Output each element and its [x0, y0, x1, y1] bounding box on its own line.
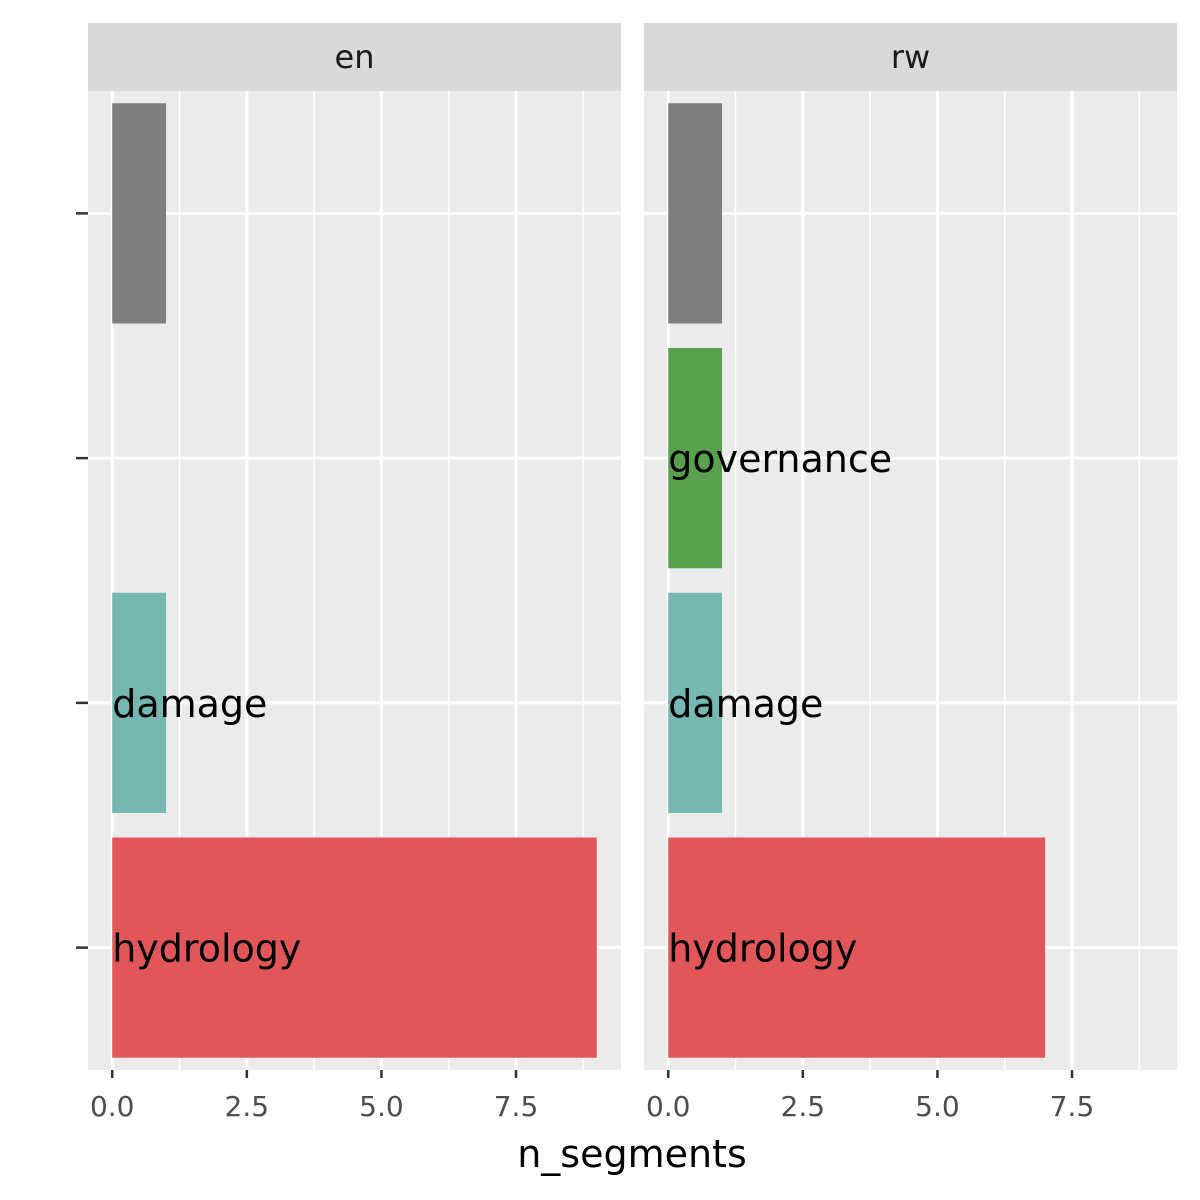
bar-label: damage	[112, 682, 267, 726]
facet-panel-en: en damage hydrology 0.0 2.5 5.0 7.5	[88, 23, 621, 1123]
x-tick-label: 2.5	[781, 1090, 826, 1123]
bar-label: damage	[668, 682, 823, 726]
bar-label: governance	[668, 437, 892, 481]
x-tick-label: 5.0	[359, 1090, 404, 1123]
facet-strip-label: en	[335, 38, 375, 76]
bar-label: hydrology	[668, 927, 857, 971]
bar-unlabeled	[668, 103, 723, 324]
bar-hydrology	[668, 837, 1046, 1058]
bar-label: hydrology	[112, 927, 301, 971]
facet-panels: en damage hydrology 0.0 2.5 5.0 7.5 rw governanc…	[88, 23, 1177, 1123]
facet-panel-rw: rw governance damage hydrology 0.0 2.5 5.0 7.5	[644, 23, 1177, 1123]
x-tick-label: 2.5	[225, 1090, 270, 1123]
facet-strip-label: rw	[891, 38, 930, 76]
bar-damage	[668, 592, 723, 814]
x-tick-label: 0.0	[646, 1090, 691, 1123]
facet-strip	[88, 23, 621, 91]
bar-hydrology	[112, 837, 597, 1058]
x-tick-label: 7.5	[1050, 1090, 1095, 1123]
x-axis-title: n_segments	[517, 1132, 747, 1176]
y-axis-ticks	[76, 212, 88, 949]
x-tick-label: 5.0	[915, 1090, 960, 1123]
bar-governance	[668, 347, 723, 569]
x-tick-label: 0.0	[90, 1090, 135, 1123]
bar-unlabeled	[112, 103, 167, 324]
facet-strip	[644, 23, 1177, 91]
x-tick-label: 7.5	[494, 1090, 539, 1123]
bar-damage	[112, 592, 167, 814]
